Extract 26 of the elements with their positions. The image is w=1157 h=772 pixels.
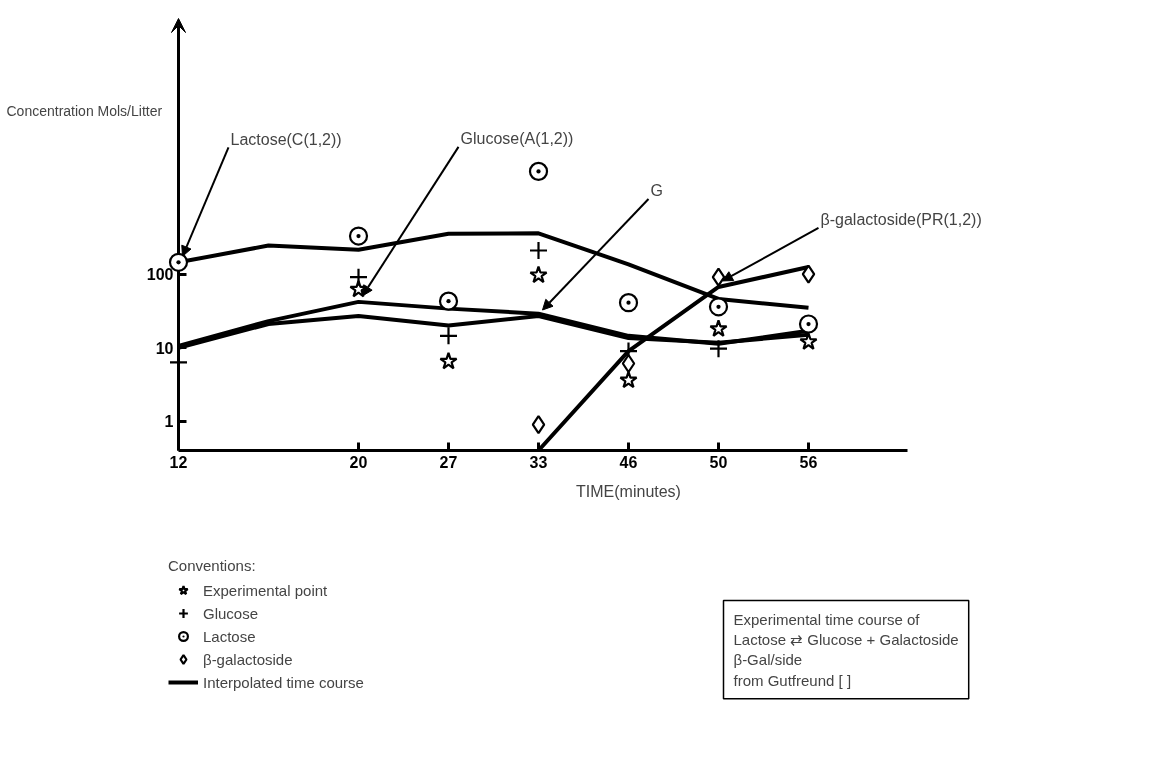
x-tick-label: 50 xyxy=(709,453,728,471)
y-axis-title: Concentration Mols/Litter xyxy=(6,102,163,119)
x-tick-label: 46 xyxy=(619,453,638,471)
x-tick-label: 12 xyxy=(169,453,188,471)
text: Lactose(C(1,2)) xyxy=(230,130,342,148)
legend-label: Experimental point xyxy=(203,581,328,599)
text: Lactose ⇄ Glucose + Galactoside xyxy=(733,630,959,648)
text: β-Gal/side xyxy=(733,651,803,669)
legend-label: β-galactoside xyxy=(203,650,293,668)
x-axis-title: TIME(minutes) xyxy=(576,482,681,500)
legend-label: Lactose xyxy=(203,627,256,645)
text: G xyxy=(650,182,663,200)
text: β-galactoside(PR(1,2)) xyxy=(820,211,982,229)
text: Glucose(A(1,2)) xyxy=(460,130,574,148)
legend-label: Glucose xyxy=(203,604,259,622)
text: Experimental time course of xyxy=(733,610,921,628)
text: from Gutfreund [ ] xyxy=(733,671,852,689)
y-tick-label: 10 xyxy=(155,339,174,357)
x-tick-label: 56 xyxy=(799,453,818,471)
text: Interpolated time course xyxy=(203,673,364,691)
y-tick-label: 1 xyxy=(164,413,174,431)
legend-title: Conventions: xyxy=(168,557,257,574)
y-tick-label: 100 xyxy=(146,266,174,284)
x-tick-label: 20 xyxy=(349,453,368,471)
x-tick-label: 33 xyxy=(529,453,548,471)
x-tick-label: 27 xyxy=(439,453,458,471)
